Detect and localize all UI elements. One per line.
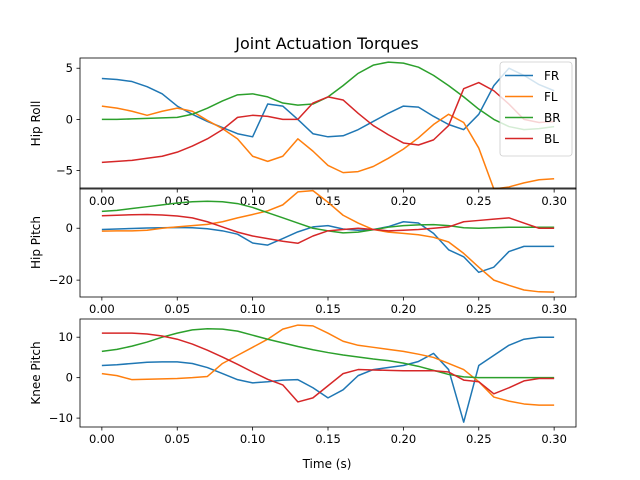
x-tick-label: 0.05 (164, 194, 190, 208)
y-tick-label: 0 (66, 371, 73, 385)
series-line-bl-subplot-1 (101, 81, 555, 164)
series-line-fl-subplot-1 (101, 105, 555, 189)
x-axis-label: Time (s) (302, 457, 352, 471)
x-tick-label: 0.00 (89, 302, 115, 316)
y-tick-label: −10 (49, 411, 73, 425)
y-tick-label: 5 (66, 61, 73, 75)
x-tick-label: 0.15 (315, 302, 341, 316)
subplots: 0.00 0.05 0.10 0.15 0.20 0.25 0.30 −5 0 5 Hip Roll… (29, 57, 577, 446)
x-tick-label: 0.25 (466, 302, 492, 316)
y-tick-label: 10 (58, 330, 73, 344)
x-tick-label: 0.15 (315, 432, 341, 446)
legend-label-fl: FL (544, 90, 558, 104)
x-tick-label: 0.00 (89, 432, 115, 446)
legend: FR FL BR BL (499, 61, 573, 157)
legend-label-bl: BL (544, 132, 559, 146)
series-line-br-subplot-3 (101, 327, 555, 379)
x-tick-label: 0.30 (541, 302, 567, 316)
legend-box (499, 61, 573, 157)
y-axis-label-subplot-3: Knee Pitch (29, 341, 43, 404)
x-tick-label: 0.00 (89, 194, 115, 208)
x-tick-label: 0.10 (240, 432, 266, 446)
x-tick-label: 0.05 (164, 302, 190, 316)
y-tick-label: −5 (56, 164, 73, 178)
x-tick-label: 0.25 (466, 432, 492, 446)
chart-title: Joint Actuation Torques (234, 34, 418, 53)
x-tick-label: 0.25 (466, 194, 492, 208)
series-line-fr-subplot-3 (101, 336, 555, 423)
series-line-fr-subplot-1 (101, 67, 555, 138)
subplot-2: 0.00 0.05 0.10 0.15 0.20 0.25 0.30 −20 0 Hip Pitc… (29, 187, 577, 316)
x-tick-label: 0.05 (164, 432, 190, 446)
x-tick-label: 0.30 (541, 432, 567, 446)
series-line-bl-subplot-2 (101, 213, 555, 245)
x-tick-label: 0.20 (391, 432, 417, 446)
y-tick-label: −20 (49, 273, 73, 287)
subplot-3: 0.00 0.05 0.10 0.15 0.20 0.25 0.30 −10 0 10 Knee P… (29, 318, 577, 446)
legend-label-fr: FR (544, 69, 559, 83)
x-tick-label: 0.20 (391, 302, 417, 316)
legend-label-br: BR (544, 111, 561, 125)
x-tick-label: 0.30 (541, 194, 567, 208)
series-line-fl-subplot-2 (101, 189, 555, 293)
y-tick-label: 0 (66, 221, 73, 235)
x-tick-label: 0.10 (240, 302, 266, 316)
y-axis-label-subplot-1: Hip Roll (29, 101, 43, 147)
series-line-bl-subplot-3 (101, 332, 555, 403)
x-tick-label: 0.20 (391, 194, 417, 208)
x-tick-label: 0.10 (240, 194, 266, 208)
y-axis-label-subplot-2: Hip Pitch (29, 216, 43, 269)
y-tick-label: 0 (66, 112, 73, 126)
